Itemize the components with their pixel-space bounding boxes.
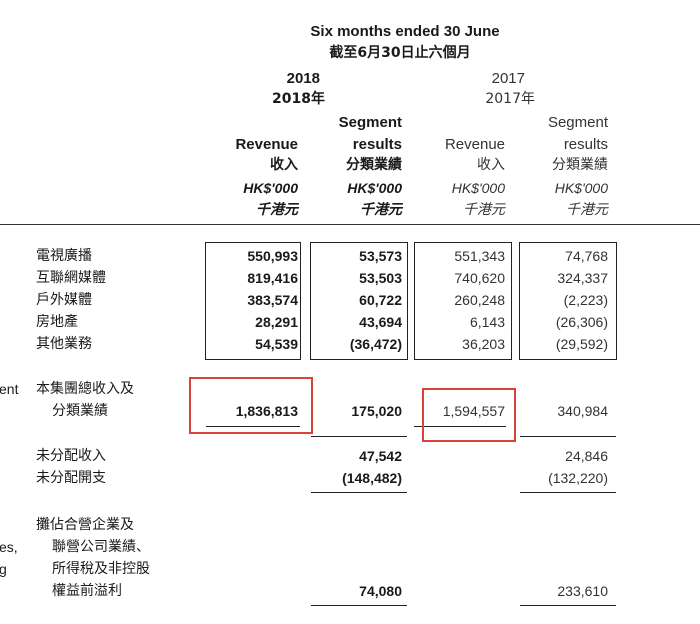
segment-value-col4: (29,592) [555,336,608,352]
segment-value-col3: 36,203 [462,336,505,352]
segment-value-col2: 53,503 [359,270,402,286]
col2-header-unit: HK$'000 [347,180,402,196]
col4-header-line2: results [563,136,608,153]
total-label-line2: 分類業績 [52,403,108,419]
col4-header-cn: 分類業績 [552,157,608,173]
segment-value-col3: 551,343 [454,248,505,264]
col2-header-line2: results [352,136,402,153]
total-revenue-2017: 1,594,557 [442,403,505,419]
segment-box-col4 [519,242,617,360]
segment-value-col4: 324,337 [557,270,608,286]
profit-label-line4: 權益前溢利 [52,583,122,599]
segment-value-col2: 43,694 [359,314,402,330]
segment-value-col4: (2,223) [563,292,608,308]
segment-value-col2: 60,722 [359,292,402,308]
segment-value-col4: 74,768 [565,248,608,264]
total-revenue-2018: 1,836,813 [235,403,298,419]
unallocated-income-2018: 47,542 [359,448,402,464]
segment-box-col1 [205,242,301,360]
col2-header-cn: 分類業績 [346,157,402,173]
period-title: Six months ended 30 June [310,23,500,40]
col2-header-line1: Segment [338,114,402,131]
segment-value-col2: (36,472) [349,336,402,352]
left-fragment-ent: ent [0,381,19,397]
segment-value-col3: 6,143 [469,314,505,330]
segment-label: 互聯網媒體 [36,270,106,286]
left-fragment-g: g [0,561,7,577]
year-2018-label: 2018 [286,70,320,87]
total-results-2018-underline [311,436,407,437]
year-2018-cn-label: 2018年 [272,91,325,107]
col2-header-unit-cn: 千港元 [360,202,402,218]
segment-value-col1: 819,416 [247,270,298,286]
year-2017-label: 2017 [491,70,525,87]
total-results-2017-underline [520,436,616,437]
unallocated-income-2017: 24,846 [565,448,608,464]
period-title-cn: 截至6月30日止六個月 [329,45,471,61]
col3-header-unit-cn: 千港元 [463,202,505,218]
total-revenue-2018-underline [206,426,300,427]
col1-header-cn: 收入 [270,157,298,173]
segment-box-col3 [414,242,512,360]
segment-value-col3: 260,248 [454,292,505,308]
unallocated-expense-2018: (148,482) [342,470,402,486]
highlight-box-2018-revenue [189,377,313,434]
segment-box-col2 [310,242,408,360]
col4-header-unit-cn: 千港元 [566,202,608,218]
year-2017-cn-label: 2017年 [485,91,535,107]
profit-2017-underline [520,605,616,606]
unallocated-2017-underline [520,492,616,493]
col1-header-unit: HK$'000 [243,180,298,196]
col1-header-unit-cn: 千港元 [256,202,298,218]
segment-label: 其他業務 [36,336,92,352]
total-segment-results-2017: 340,984 [557,403,608,419]
left-fragment-es: es, [0,539,18,555]
total-revenue-2017-underline [414,426,506,427]
segment-value-col2: 53,573 [359,248,402,264]
segment-value-col1: 383,574 [247,292,298,308]
total-segment-results-2018: 175,020 [351,403,402,419]
profit-label-line3: 所得稅及非控股 [52,561,150,577]
unallocated-expense-label: 未分配開支 [36,470,106,486]
segment-value-col4: (26,306) [555,314,608,330]
profit-2018-underline [311,605,407,606]
profit-label-line2: 聯營公司業績、 [52,539,150,555]
col3-header-line2: Revenue [444,136,505,153]
unallocated-income-label: 未分配收入 [36,448,106,464]
highlight-box-2017-revenue [422,388,516,442]
segment-label: 房地產 [36,314,78,330]
unallocated-expense-2017: (132,220) [548,470,608,486]
segment-label: 戶外媒體 [36,292,92,308]
segment-value-col1: 28,291 [255,314,298,330]
col3-header-cn: 收入 [477,157,505,173]
header-rule [0,224,700,225]
col4-header-unit: HK$'000 [554,180,608,196]
segment-label: 電視廣播 [36,248,92,264]
profit-2018: 74,080 [359,583,402,599]
col4-header-line1: Segment [547,114,608,131]
col3-header-unit: HK$'000 [451,180,505,196]
segment-value-col1: 550,993 [247,248,298,264]
profit-label-line1: 攤佔合營企業及 [36,517,134,533]
col1-header-line2: Revenue [235,136,298,153]
segment-value-col1: 54,539 [255,336,298,352]
segment-value-col3: 740,620 [454,270,505,286]
total-label-line1: 本集團總收入及 [36,381,134,397]
profit-2017: 233,610 [557,583,608,599]
unallocated-2018-underline [311,492,407,493]
